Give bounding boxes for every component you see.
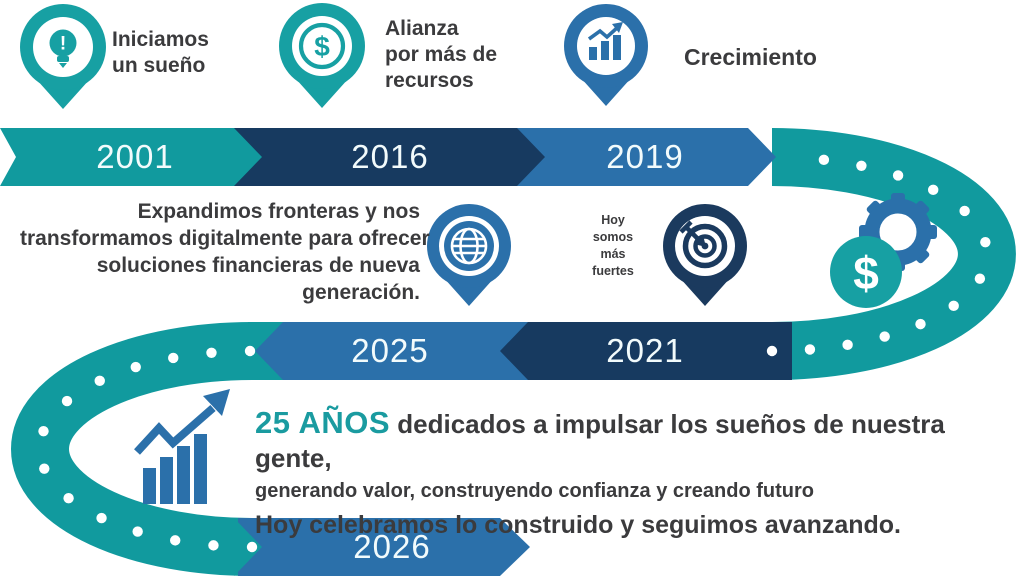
road-dot xyxy=(818,154,830,166)
label-2025-line4: generación. xyxy=(302,281,420,304)
segment-2019 xyxy=(517,128,776,186)
road-dot xyxy=(246,541,258,553)
road-dot xyxy=(842,339,853,351)
label-2016: Alianza por más de recursos xyxy=(385,16,497,94)
target-dart-icon xyxy=(679,220,728,269)
svg-text:$: $ xyxy=(853,247,879,299)
year-2016: 2016 xyxy=(351,138,429,175)
footer-highlight-25-anos: 25 AÑOS xyxy=(255,405,391,440)
year-2025: 2025 xyxy=(351,332,429,369)
lightbulb-pin: ! xyxy=(20,4,106,109)
road-dot xyxy=(980,236,991,248)
dollar-coin-icon: $ xyxy=(298,22,346,70)
label-2019: Crecimiento xyxy=(684,44,817,70)
road-dot xyxy=(206,347,217,358)
road-dot xyxy=(132,526,143,537)
year-2026: 2026 xyxy=(353,528,431,565)
label-2021: Hoy somos más fuertes xyxy=(567,212,659,280)
segment-2026 xyxy=(238,518,530,576)
label-2025-line3: soluciones financieras de nueva xyxy=(96,254,420,277)
segment-2021 xyxy=(500,322,792,380)
svg-text:!: ! xyxy=(60,34,66,55)
label-2021-line1: Hoy xyxy=(601,213,625,227)
label-2025: Expandimos fronteras y nos transformamos… xyxy=(20,198,430,306)
road-dot xyxy=(208,540,219,551)
growth-chart-pin xyxy=(564,4,648,106)
globe-icon xyxy=(450,227,488,265)
road-dot xyxy=(856,160,867,171)
road-dot xyxy=(94,375,105,387)
growth-chart-icon xyxy=(587,22,623,60)
footer-line1: 25 AÑOS dedicados a impulsar los sueños … xyxy=(255,406,955,475)
road-dot xyxy=(61,395,73,407)
label-2025-line1: Expandimos fronteras y nos xyxy=(137,200,420,223)
year-2001: 2001 xyxy=(96,138,174,175)
label-2016-line1: Alianza xyxy=(385,17,459,40)
footer-paragraph: 25 AÑOS dedicados a impulsar los sueños … xyxy=(255,406,955,540)
lightbulb-icon: ! xyxy=(49,29,77,68)
road-dot xyxy=(915,318,926,330)
road-dots xyxy=(38,154,991,553)
dollar-pin: $ xyxy=(279,3,365,108)
road-dot xyxy=(892,170,904,181)
road-dot xyxy=(959,205,970,217)
road-dot xyxy=(879,331,890,342)
road-dot xyxy=(38,425,49,437)
label-2025-line2: transformamos digitalmente para ofrecer xyxy=(20,227,430,250)
footer-line1-rest: dedicados a impulsar los sueños de nuest… xyxy=(255,409,945,473)
road-curve-right xyxy=(771,128,1016,380)
road-curve-left xyxy=(11,322,253,576)
label-2021-line4: fuertes xyxy=(592,264,634,278)
svg-text:$: $ xyxy=(314,31,330,62)
segment-2001 xyxy=(0,128,262,186)
label-2001-line2: un sueño xyxy=(112,54,206,77)
footer-line3: Hoy celebramos lo construido y seguimos … xyxy=(255,511,901,539)
coin-icon: $ xyxy=(830,236,902,308)
money-gear-icon: $ xyxy=(830,193,937,308)
target-pin xyxy=(663,204,747,306)
road-dot xyxy=(63,492,74,504)
label-2001: Iniciamos un sueño xyxy=(112,27,209,79)
globe-pin xyxy=(427,204,511,306)
footer-line2: generando valor, construyendo confianza … xyxy=(255,480,814,502)
road-dot xyxy=(927,184,939,196)
road-dot xyxy=(130,361,141,373)
road-dot xyxy=(39,463,50,474)
road-dot xyxy=(766,345,778,357)
growth-arrow-chart-icon xyxy=(134,389,230,504)
road-dot xyxy=(170,535,181,546)
label-2016-line2: por más de xyxy=(385,43,498,66)
road-dot xyxy=(974,273,986,284)
year-2021: 2021 xyxy=(606,332,684,369)
road-dot xyxy=(96,512,107,524)
label-2016-line3: recursos xyxy=(385,69,474,92)
segment-2016 xyxy=(234,128,545,186)
label-2001-line1: Iniciamos xyxy=(112,28,209,51)
road-dot xyxy=(244,345,256,357)
road-dot xyxy=(168,352,179,364)
road-dot xyxy=(804,344,816,355)
label-2021-line3: más xyxy=(600,247,626,261)
road-dot xyxy=(948,300,959,312)
label-2021-line2: somos xyxy=(592,230,634,244)
year-2019: 2019 xyxy=(606,138,684,175)
